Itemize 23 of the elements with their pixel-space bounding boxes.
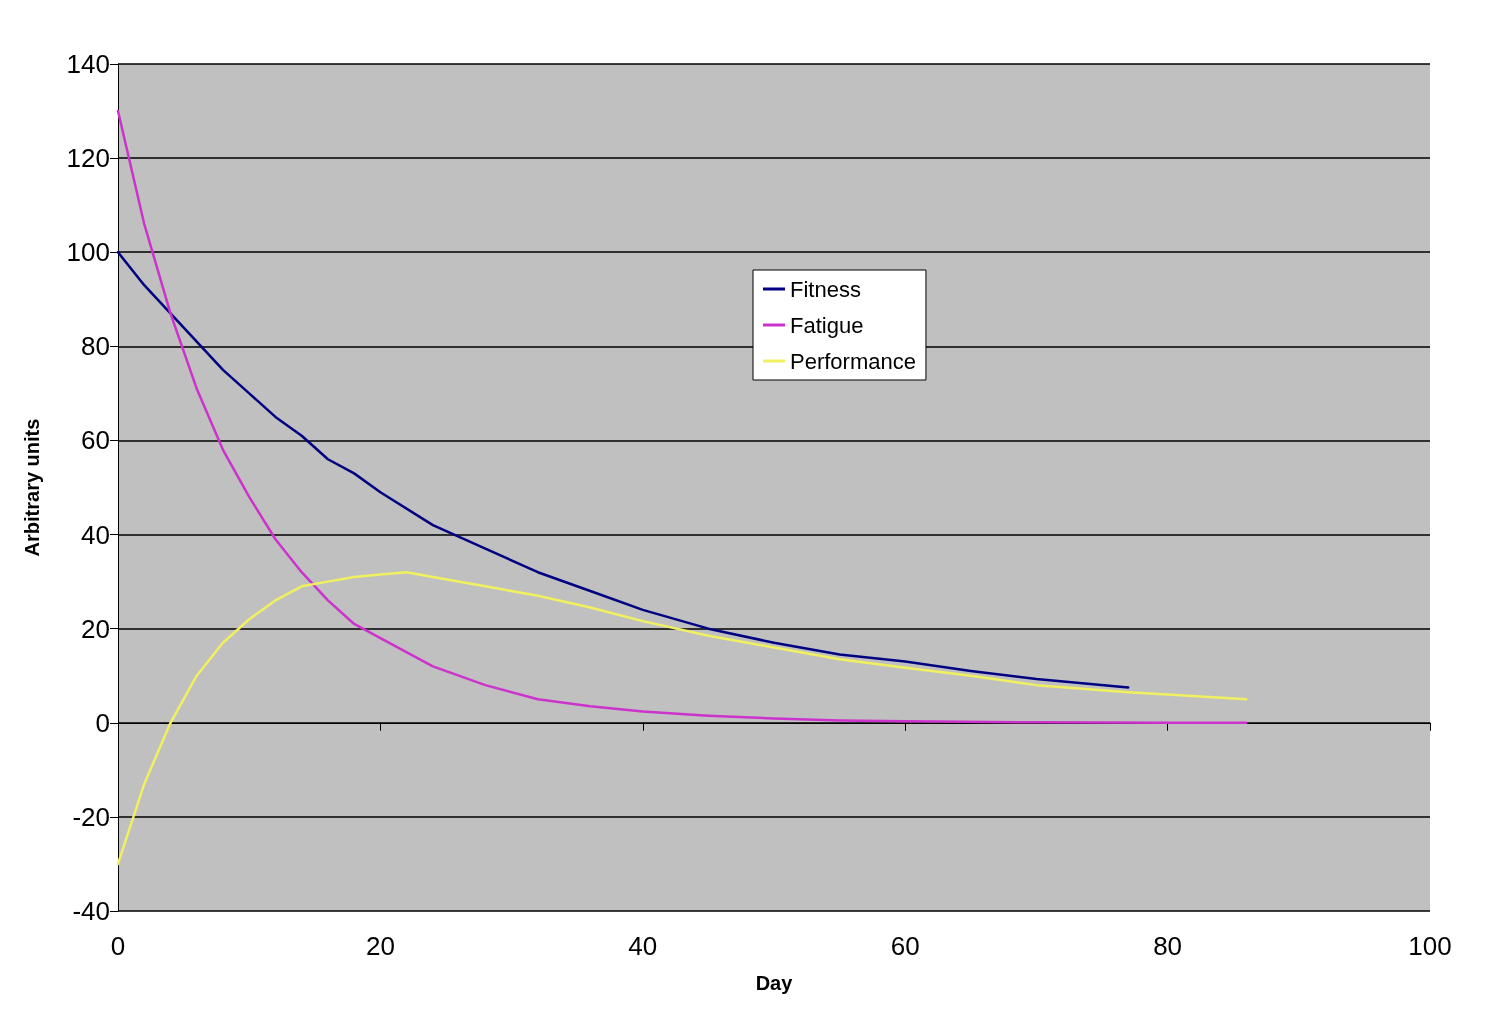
legend-label: Fitness	[790, 276, 861, 302]
y-tick-label: 60	[81, 425, 110, 456]
y-tick-label: 40	[81, 519, 110, 550]
y-tick-label: 140	[66, 49, 110, 79]
y-tick-label: -40	[72, 896, 110, 926]
y-tick-label: 20	[81, 613, 110, 644]
legend-label: Fatigue	[790, 312, 864, 338]
y-tick-label: 100	[66, 237, 110, 268]
line-series	[116, 570, 1248, 866]
y-tick-label: 120	[66, 143, 110, 174]
y-tick-label: 0	[95, 707, 110, 738]
legend-label: Performance	[790, 348, 916, 374]
x-tick-label: 20	[365, 931, 395, 961]
x-tick-label: 80	[1153, 931, 1183, 961]
line-series	[116, 109, 1248, 725]
x-tick-label: 40	[628, 931, 658, 961]
y-axis-title: Arbitrary units	[21, 418, 43, 557]
x-tick-label: 60	[890, 931, 920, 961]
line-series	[116, 250, 1130, 689]
y-tick-label: -20	[72, 801, 110, 832]
x-tick-label: 100	[1408, 931, 1452, 961]
y-tick-label: 80	[81, 331, 110, 362]
x-axis-title: Day	[755, 972, 794, 994]
